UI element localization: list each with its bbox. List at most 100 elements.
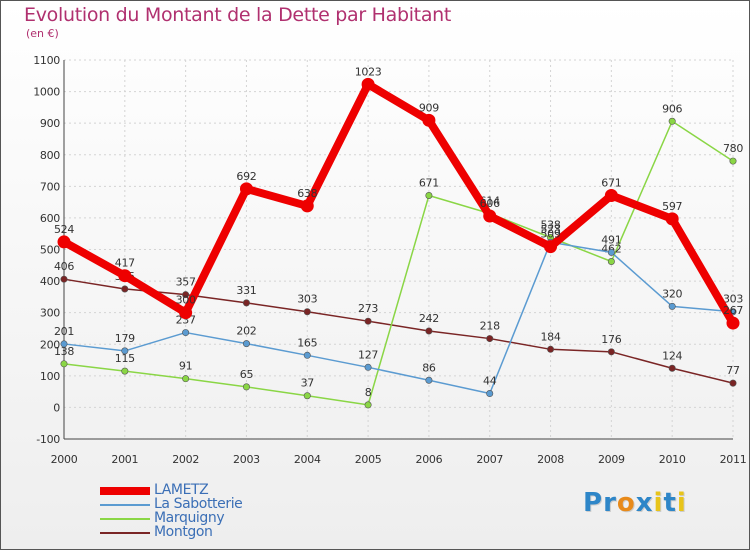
data-point-lametz bbox=[544, 240, 558, 254]
series-line-montgon bbox=[63, 278, 734, 384]
data-label-lametz: 509 bbox=[540, 228, 560, 241]
data-point-lametz bbox=[726, 316, 740, 330]
y-tick-label: 400 bbox=[40, 275, 60, 288]
data-label-montgon: 331 bbox=[236, 284, 256, 297]
legend-swatch-marquigny bbox=[100, 518, 150, 520]
data-point-montgon bbox=[425, 327, 433, 335]
data-label-marquigny: 8 bbox=[365, 386, 372, 399]
data-label-la-sabotterie: 127 bbox=[358, 348, 378, 361]
data-point-montgon bbox=[121, 285, 129, 293]
line-chart: -100 0 100 200 300 400 500 600 700 800 900 1000 1100… bbox=[33, 54, 746, 466]
data-point-lametz bbox=[604, 188, 618, 202]
data-point-lametz bbox=[665, 212, 679, 226]
series-line-la-sabotterie bbox=[63, 241, 734, 395]
x-tick-label: 2009 bbox=[598, 453, 625, 466]
logo-letter: r bbox=[603, 488, 617, 518]
data-point-marquigny bbox=[364, 401, 372, 409]
logo-letter: x bbox=[635, 488, 654, 518]
data-label-marquigny: 906 bbox=[662, 102, 682, 115]
data-point-la-sabotterie bbox=[425, 376, 433, 384]
data-point-montgon bbox=[364, 317, 372, 325]
data-point-la-sabotterie bbox=[364, 363, 372, 371]
data-label-la-sabotterie: 165 bbox=[297, 336, 317, 349]
data-point-la-sabotterie bbox=[486, 390, 494, 398]
data-label-lametz: 1023 bbox=[355, 65, 382, 78]
legend-swatch-montgon bbox=[100, 532, 150, 534]
data-point-la-sabotterie bbox=[607, 248, 615, 256]
data-point-montgon bbox=[303, 308, 311, 316]
data-point-montgon bbox=[60, 275, 68, 283]
y-tick-label: 600 bbox=[40, 212, 60, 225]
series-lametz: 524 417 300 692 638 1023 909 606 509 671 597 267 bbox=[54, 65, 744, 330]
y-tick-label: 700 bbox=[40, 180, 60, 193]
data-label-lametz: 909 bbox=[419, 101, 439, 114]
data-label-montgon: 273 bbox=[358, 302, 378, 315]
data-point-montgon bbox=[607, 348, 615, 356]
data-label-marquigny: 115 bbox=[115, 352, 135, 365]
data-point-lametz bbox=[422, 113, 436, 127]
y-tick-label: 1000 bbox=[33, 86, 60, 99]
data-point-lametz bbox=[179, 306, 193, 320]
data-label-montgon: 242 bbox=[419, 312, 439, 325]
x-tick-label: 2006 bbox=[416, 453, 443, 466]
data-point-lametz bbox=[118, 269, 132, 283]
logo-letter: i bbox=[653, 488, 664, 518]
data-label-montgon: 218 bbox=[480, 320, 500, 333]
series-line-marquigny bbox=[63, 363, 369, 406]
data-label-lametz: 638 bbox=[297, 187, 317, 200]
data-label-marquigny: 538 bbox=[540, 218, 560, 231]
data-label-la-sabotterie: 44 bbox=[483, 375, 497, 388]
x-tick-label: 2003 bbox=[233, 453, 260, 466]
data-point-montgon bbox=[486, 335, 494, 343]
data-label-marquigny: 37 bbox=[301, 377, 315, 390]
data-label-montgon: 406 bbox=[54, 260, 74, 273]
data-label-montgon: 184 bbox=[540, 330, 560, 343]
data-label-marquigny: 671 bbox=[419, 176, 439, 189]
data-label-montgon: 357 bbox=[176, 276, 196, 289]
data-label-marquigny: 91 bbox=[179, 360, 192, 373]
series-montgon: 40637535733130327324221818417612477 bbox=[54, 260, 740, 387]
data-point-lametz bbox=[361, 77, 375, 91]
data-label-montgon: 176 bbox=[601, 333, 621, 346]
data-label-la-sabotterie: 202 bbox=[236, 325, 256, 338]
logo-letter: i bbox=[676, 488, 687, 518]
data-label-marquigny: 138 bbox=[54, 345, 74, 358]
data-point-marquigny bbox=[242, 383, 250, 391]
data-point-montgon bbox=[547, 345, 555, 353]
legend-swatch-la-sabotterie bbox=[100, 504, 150, 506]
data-label-montgon: 77 bbox=[726, 364, 740, 377]
data-point-montgon bbox=[729, 379, 737, 387]
data-point-lametz bbox=[239, 182, 253, 196]
legend-label-lametz: LAMETZ bbox=[154, 482, 209, 498]
data-point-la-sabotterie bbox=[121, 347, 129, 355]
x-tick-label: 2001 bbox=[111, 453, 138, 466]
legend-label-marquigny: Marquigny bbox=[154, 510, 225, 526]
data-label-lametz: 692 bbox=[236, 170, 256, 183]
legend-label-montgon: Montgon bbox=[154, 524, 213, 540]
data-point-la-sabotterie bbox=[182, 329, 190, 337]
x-tick-label: 2004 bbox=[294, 453, 321, 466]
y-tick-label: 500 bbox=[40, 244, 60, 257]
series-marquigny: 1381159165378671614538462906780 bbox=[54, 102, 744, 409]
data-label-marquigny: 65 bbox=[240, 368, 254, 381]
logo-letter: t bbox=[663, 488, 677, 518]
y-tick-label: 200 bbox=[40, 338, 60, 351]
data-label-marquigny: 780 bbox=[723, 142, 743, 155]
data-label-la-sabotterie: 523 bbox=[540, 223, 560, 236]
data-point-marquigny bbox=[182, 375, 190, 383]
data-point-marquigny bbox=[668, 117, 676, 125]
proxiti-logo: Proxiti bbox=[583, 488, 687, 518]
data-point-marquigny bbox=[60, 360, 68, 368]
logo-letter: o bbox=[616, 488, 636, 518]
data-point-montgon bbox=[242, 299, 250, 307]
data-label-lametz: 417 bbox=[115, 257, 135, 270]
data-point-lametz bbox=[57, 235, 71, 249]
legend-swatch-lametz bbox=[100, 487, 150, 495]
logo-letter: P bbox=[583, 488, 604, 518]
data-label-montgon: 303 bbox=[297, 293, 317, 306]
y-tick-label: 300 bbox=[40, 307, 60, 320]
data-label-lametz: 267 bbox=[723, 304, 743, 317]
data-point-marquigny bbox=[607, 258, 615, 266]
data-point-lametz bbox=[300, 199, 314, 213]
data-point-la-sabotterie bbox=[242, 340, 250, 348]
